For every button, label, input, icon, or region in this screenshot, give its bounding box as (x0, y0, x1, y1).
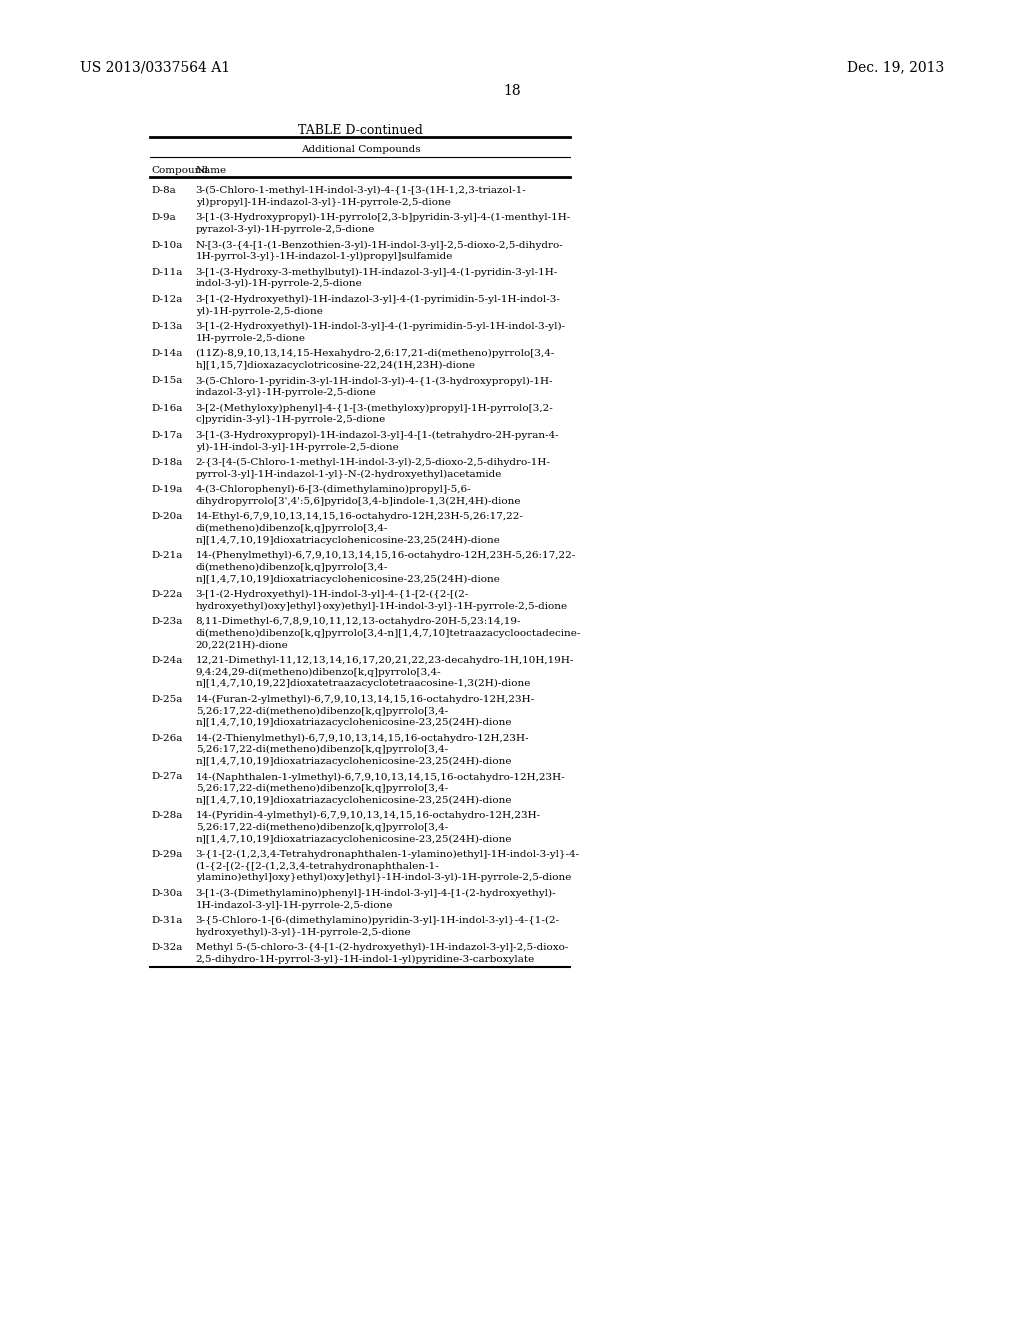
Text: pyrazol-3-yl)-1H-pyrrole-2,5-dione: pyrazol-3-yl)-1H-pyrrole-2,5-dione (196, 224, 375, 234)
Text: 4-(3-Chlorophenyl)-6-[3-(dimethylamino)propyl]-5,6-: 4-(3-Chlorophenyl)-6-[3-(dimethylamino)p… (196, 486, 471, 495)
Text: D-26a: D-26a (152, 734, 183, 743)
Text: 14-(Pyridin-4-ylmethyl)-6,7,9,10,13,14,15,16-octahydro-12H,23H-: 14-(Pyridin-4-ylmethyl)-6,7,9,10,13,14,1… (196, 812, 541, 821)
Text: 14-(Naphthalen-1-ylmethyl)-6,7,9,10,13,14,15,16-octahydro-12H,23H-: 14-(Naphthalen-1-ylmethyl)-6,7,9,10,13,1… (196, 772, 565, 781)
Text: yl)-1H-indol-3-yl]-1H-pyrrole-2,5-dione: yl)-1H-indol-3-yl]-1H-pyrrole-2,5-dione (196, 442, 398, 451)
Text: di(metheno)dibenzo[k,q]pyrrolo[3,4-: di(metheno)dibenzo[k,q]pyrrolo[3,4- (196, 524, 388, 533)
Text: 3-[2-(Methyloxy)phenyl]-4-{1-[3-(methyloxy)propyl]-1H-pyrrolo[3,2-: 3-[2-(Methyloxy)phenyl]-4-{1-[3-(methylo… (196, 404, 553, 413)
Text: n][1,4,7,10,19]dioxatriazacyclohenicosine-23,25(24H)-dione: n][1,4,7,10,19]dioxatriazacyclohenicosin… (196, 834, 512, 843)
Text: yl)-1H-pyrrole-2,5-dione: yl)-1H-pyrrole-2,5-dione (196, 306, 323, 315)
Text: ylamino)ethyl]oxy}ethyl)oxy]ethyl}-1H-indol-3-yl)-1H-pyrrole-2,5-dione: ylamino)ethyl]oxy}ethyl)oxy]ethyl}-1H-in… (196, 874, 571, 883)
Text: D-17a: D-17a (152, 430, 183, 440)
Text: D-23a: D-23a (152, 618, 183, 626)
Text: n][1,4,7,10,19]dioxatriacyclohenicosine-23,25(24H)-dione: n][1,4,7,10,19]dioxatriacyclohenicosine-… (196, 574, 501, 583)
Text: Additional Compounds: Additional Compounds (301, 145, 420, 154)
Text: c]pyridin-3-yl}-1H-pyrrole-2,5-dione: c]pyridin-3-yl}-1H-pyrrole-2,5-dione (196, 416, 386, 424)
Text: (1-{2-[(2-{[2-(1,2,3,4-tetrahydronaphthalen-1-: (1-{2-[(2-{[2-(1,2,3,4-tetrahydronaphtha… (196, 862, 439, 871)
Text: D-9a: D-9a (152, 214, 176, 222)
Text: h][1,15,7]dioxazacyclotricosine-22,24(1H,23H)-dione: h][1,15,7]dioxazacyclotricosine-22,24(1H… (196, 360, 475, 370)
Text: D-27a: D-27a (152, 772, 183, 781)
Text: 9,4:24,29-di(metheno)dibenzo[k,q]pyrrolo[3,4-: 9,4:24,29-di(metheno)dibenzo[k,q]pyrrolo… (196, 668, 441, 677)
Text: 1H-pyrrole-2,5-dione: 1H-pyrrole-2,5-dione (196, 334, 305, 343)
Text: D-11a: D-11a (152, 268, 183, 277)
Text: N-[3-(3-{4-[1-(1-Benzothien-3-yl)-1H-indol-3-yl]-2,5-dioxo-2,5-dihydro-: N-[3-(3-{4-[1-(1-Benzothien-3-yl)-1H-ind… (196, 240, 563, 249)
Text: 3-[1-(2-Hydroxyethyl)-1H-indazol-3-yl]-4-(1-pyrimidin-5-yl-1H-indol-3-: 3-[1-(2-Hydroxyethyl)-1H-indazol-3-yl]-4… (196, 294, 560, 304)
Text: n][1,4,7,10,19,22]dioxatetraazacyclotetraacosine-1,3(2H)-dione: n][1,4,7,10,19,22]dioxatetraazacyclotetr… (196, 680, 531, 689)
Text: D-22a: D-22a (152, 590, 183, 599)
Text: 5,26:17,22-di(metheno)dibenzo[k,q]pyrrolo[3,4-: 5,26:17,22-di(metheno)dibenzo[k,q]pyrrol… (196, 784, 447, 793)
Text: di(metheno)dibenzo[k,q]pyrrolo[3,4-: di(metheno)dibenzo[k,q]pyrrolo[3,4- (196, 562, 388, 572)
Text: D-18a: D-18a (152, 458, 183, 467)
Text: D-28a: D-28a (152, 812, 183, 820)
Text: 5,26:17,22-di(metheno)dibenzo[k,q]pyrrolo[3,4-: 5,26:17,22-di(metheno)dibenzo[k,q]pyrrol… (196, 822, 447, 832)
Text: D-29a: D-29a (152, 850, 183, 859)
Text: 5,26:17,22-di(metheno)dibenzo[k,q]pyrrolo[3,4-: 5,26:17,22-di(metheno)dibenzo[k,q]pyrrol… (196, 746, 447, 755)
Text: 14-(Furan-2-ylmethyl)-6,7,9,10,13,14,15,16-octahydro-12H,23H-: 14-(Furan-2-ylmethyl)-6,7,9,10,13,14,15,… (196, 694, 535, 704)
Text: D-16a: D-16a (152, 404, 183, 413)
Text: n][1,4,7,10,19]dioxatriacyclohenicosine-23,25(24H)-dione: n][1,4,7,10,19]dioxatriacyclohenicosine-… (196, 536, 501, 545)
Text: 20,22(21H)-dione: 20,22(21H)-dione (196, 640, 289, 649)
Text: 2,5-dihydro-1H-pyrrol-3-yl}-1H-indol-1-yl)pyridine-3-carboxylate: 2,5-dihydro-1H-pyrrol-3-yl}-1H-indol-1-y… (196, 954, 535, 964)
Text: TABLE D-continued: TABLE D-continued (298, 124, 423, 137)
Text: 1H-indazol-3-yl]-1H-pyrrole-2,5-dione: 1H-indazol-3-yl]-1H-pyrrole-2,5-dione (196, 900, 393, 909)
Text: D-10a: D-10a (152, 240, 183, 249)
Text: D-15a: D-15a (152, 376, 183, 385)
Text: n][1,4,7,10,19]dioxatriazacyclohenicosine-23,25(24H)-dione: n][1,4,7,10,19]dioxatriazacyclohenicosin… (196, 756, 512, 766)
Text: 3-{1-[2-(1,2,3,4-Tetrahydronaphthalen-1-ylamino)ethyl]-1H-indol-3-yl}-4-: 3-{1-[2-(1,2,3,4-Tetrahydronaphthalen-1-… (196, 850, 580, 859)
Text: pyrrol-3-yl]-1H-indazol-1-yl}-N-(2-hydroxyethyl)acetamide: pyrrol-3-yl]-1H-indazol-1-yl}-N-(2-hydro… (196, 470, 502, 479)
Text: D-31a: D-31a (152, 916, 183, 925)
Text: D-32a: D-32a (152, 944, 183, 952)
Text: Compound: Compound (152, 166, 209, 176)
Text: US 2013/0337564 A1: US 2013/0337564 A1 (80, 61, 230, 75)
Text: dihydropyrrolo[3',4':5,6]pyrido[3,4-b]indole-1,3(2H,4H)-dione: dihydropyrrolo[3',4':5,6]pyrido[3,4-b]in… (196, 496, 521, 506)
Text: 14-(Phenylmethyl)-6,7,9,10,13,14,15,16-octahydro-12H,23H-5,26:17,22-: 14-(Phenylmethyl)-6,7,9,10,13,14,15,16-o… (196, 552, 575, 561)
Text: Methyl 5-(5-chloro-3-{4-[1-(2-hydroxyethyl)-1H-indazol-3-yl]-2,5-dioxo-: Methyl 5-(5-chloro-3-{4-[1-(2-hydroxyeth… (196, 944, 568, 953)
Text: 3-[1-(2-Hydroxyethyl)-1H-indol-3-yl]-4-(1-pyrimidin-5-yl-1H-indol-3-yl)-: 3-[1-(2-Hydroxyethyl)-1H-indol-3-yl]-4-(… (196, 322, 565, 331)
Text: D-30a: D-30a (152, 888, 183, 898)
Text: D-8a: D-8a (152, 186, 176, 195)
Text: Dec. 19, 2013: Dec. 19, 2013 (847, 61, 944, 75)
Text: indazol-3-yl}-1H-pyrrole-2,5-dione: indazol-3-yl}-1H-pyrrole-2,5-dione (196, 388, 377, 397)
Text: (11Z)-8,9,10,13,14,15-Hexahydro-2,6:17,21-di(metheno)pyrrolo[3,4-: (11Z)-8,9,10,13,14,15-Hexahydro-2,6:17,2… (196, 350, 555, 359)
Text: 14-(2-Thienylmethyl)-6,7,9,10,13,14,15,16-octahydro-12H,23H-: 14-(2-Thienylmethyl)-6,7,9,10,13,14,15,1… (196, 734, 529, 743)
Text: D-21a: D-21a (152, 552, 183, 560)
Text: 3-[1-(3-(Dimethylamino)phenyl]-1H-indol-3-yl]-4-[1-(2-hydroxyethyl)-: 3-[1-(3-(Dimethylamino)phenyl]-1H-indol-… (196, 888, 556, 898)
Text: D-12a: D-12a (152, 294, 183, 304)
Text: n][1,4,7,10,19]dioxatriazacyclohenicosine-23,25(24H)-dione: n][1,4,7,10,19]dioxatriazacyclohenicosin… (196, 718, 512, 727)
Text: di(metheno)dibenzo[k,q]pyrrolo[3,4-n][1,4,7,10]tetraazacyclooctadecine-: di(metheno)dibenzo[k,q]pyrrolo[3,4-n][1,… (196, 628, 581, 638)
Text: D-20a: D-20a (152, 512, 183, 521)
Text: 14-Ethyl-6,7,9,10,13,14,15,16-octahydro-12H,23H-5,26:17,22-: 14-Ethyl-6,7,9,10,13,14,15,16-octahydro-… (196, 512, 523, 521)
Text: yl)propyl]-1H-indazol-3-yl}-1H-pyrrole-2,5-dione: yl)propyl]-1H-indazol-3-yl}-1H-pyrrole-2… (196, 198, 451, 207)
Text: 3-(5-Chloro-1-methyl-1H-indol-3-yl)-4-{1-[3-(1H-1,2,3-triazol-1-: 3-(5-Chloro-1-methyl-1H-indol-3-yl)-4-{1… (196, 186, 526, 195)
Text: 3-[1-(2-Hydroxyethyl)-1H-indol-3-yl]-4-{1-[2-({2-[(2-: 3-[1-(2-Hydroxyethyl)-1H-indol-3-yl]-4-{… (196, 590, 469, 599)
Text: 5,26:17,22-di(metheno)dibenzo[k,q]pyrrolo[3,4-: 5,26:17,22-di(metheno)dibenzo[k,q]pyrrol… (196, 706, 447, 715)
Text: 3-[1-(3-Hydroxypropyl)-1H-pyrrolo[2,3-b]pyridin-3-yl]-4-(1-menthyl-1H-: 3-[1-(3-Hydroxypropyl)-1H-pyrrolo[2,3-b]… (196, 214, 570, 223)
Text: D-13a: D-13a (152, 322, 183, 331)
Text: 8,11-Dimethyl-6,7,8,9,10,11,12,13-octahydro-20H-5,23:14,19-: 8,11-Dimethyl-6,7,8,9,10,11,12,13-octahy… (196, 618, 521, 626)
Text: hydroxyethyl)oxy]ethyl}oxy)ethyl]-1H-indol-3-yl}-1H-pyrrole-2,5-dione: hydroxyethyl)oxy]ethyl}oxy)ethyl]-1H-ind… (196, 602, 567, 611)
Text: Name: Name (196, 166, 226, 176)
Text: 3-[1-(3-Hydroxy-3-methylbutyl)-1H-indazol-3-yl]-4-(1-pyridin-3-yl-1H-: 3-[1-(3-Hydroxy-3-methylbutyl)-1H-indazo… (196, 268, 558, 277)
Text: 1H-pyrrol-3-yl}-1H-indazol-1-yl)propyl]sulfamide: 1H-pyrrol-3-yl}-1H-indazol-1-yl)propyl]s… (196, 252, 453, 261)
Text: 3-{5-Chloro-1-[6-(dimethylamino)pyridin-3-yl]-1H-indol-3-yl}-4-{1-(2-: 3-{5-Chloro-1-[6-(dimethylamino)pyridin-… (196, 916, 560, 925)
Text: n][1,4,7,10,19]dioxatriazacyclohenicosine-23,25(24H)-dione: n][1,4,7,10,19]dioxatriazacyclohenicosin… (196, 796, 512, 805)
Text: 3-(5-Chloro-1-pyridin-3-yl-1H-indol-3-yl)-4-{1-(3-hydroxypropyl)-1H-: 3-(5-Chloro-1-pyridin-3-yl-1H-indol-3-yl… (196, 376, 553, 385)
Text: D-14a: D-14a (152, 350, 183, 358)
Text: 3-[1-(3-Hydroxypropyl)-1H-indazol-3-yl]-4-[1-(tetrahydro-2H-pyran-4-: 3-[1-(3-Hydroxypropyl)-1H-indazol-3-yl]-… (196, 430, 559, 440)
Text: 18: 18 (503, 84, 521, 99)
Text: D-24a: D-24a (152, 656, 183, 665)
Text: indol-3-yl)-1H-pyrrole-2,5-dione: indol-3-yl)-1H-pyrrole-2,5-dione (196, 280, 362, 289)
Text: D-25a: D-25a (152, 694, 183, 704)
Text: D-19a: D-19a (152, 486, 183, 494)
Text: hydroxyethyl)-3-yl}-1H-pyrrole-2,5-dione: hydroxyethyl)-3-yl}-1H-pyrrole-2,5-dione (196, 928, 412, 937)
Text: 2-{3-[4-(5-Chloro-1-methyl-1H-indol-3-yl)-2,5-dioxo-2,5-dihydro-1H-: 2-{3-[4-(5-Chloro-1-methyl-1H-indol-3-yl… (196, 458, 551, 467)
Text: 12,21-Dimethyl-11,12,13,14,16,17,20,21,22,23-decahydro-1H,10H,19H-: 12,21-Dimethyl-11,12,13,14,16,17,20,21,2… (196, 656, 574, 665)
